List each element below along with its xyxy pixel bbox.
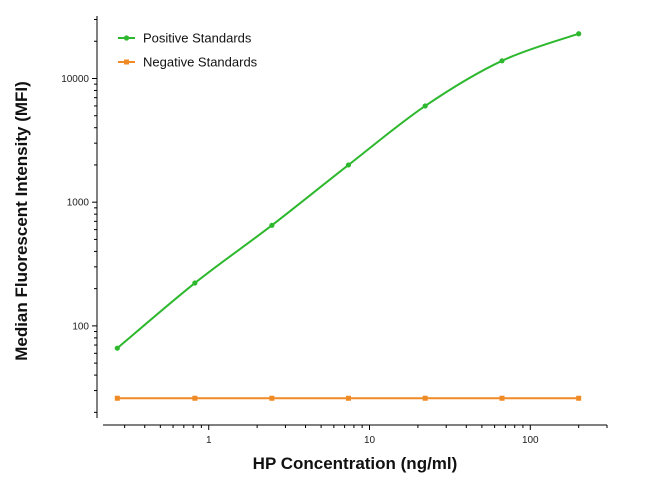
data-point-positive-standards: [499, 58, 505, 64]
legend-label: Negative Standards: [143, 55, 258, 70]
data-point-positive-standards: [114, 345, 120, 351]
data-point-negative-standards: [499, 395, 505, 401]
x-tick-label: 1: [206, 435, 212, 446]
legend-marker-circle: [123, 35, 130, 41]
data-point-positive-standards: [345, 162, 352, 168]
x-tick-label: 10: [364, 435, 376, 446]
axes: [96, 16, 607, 426]
data-point-positive-standards: [576, 31, 582, 37]
data-point-negative-standards: [192, 395, 198, 401]
y-tick-label: 100: [72, 321, 89, 332]
x-axis-title: HP Concentration (ng/ml): [253, 454, 458, 473]
data-point-negative-standards: [345, 395, 351, 401]
legend-label: Positive Standards: [143, 31, 252, 46]
x-ticks: 1 10 100: [124, 425, 608, 446]
x-tick-label: 100: [522, 435, 539, 446]
series: [114, 31, 582, 401]
data-point-positive-standards: [192, 280, 198, 286]
y-ticks: 100 1000 10000: [61, 18, 97, 413]
data-point-negative-standards: [576, 395, 582, 401]
y-tick-label: 10000: [61, 74, 89, 85]
y-axis-title: Median Fluorescent Intensity (MFI): [12, 81, 31, 361]
y-tick-label: 1000: [67, 198, 90, 209]
data-point-negative-standards: [422, 395, 428, 401]
data-point-positive-standards: [269, 222, 275, 228]
series-line-positive-standards: [116, 32, 580, 349]
data-point-negative-standards: [269, 395, 275, 401]
legend: Positive Standards Negative Standards: [118, 31, 258, 70]
data-point-negative-standards: [114, 395, 120, 401]
legend-marker-square: [124, 59, 129, 65]
data-point-positive-standards: [422, 103, 428, 109]
